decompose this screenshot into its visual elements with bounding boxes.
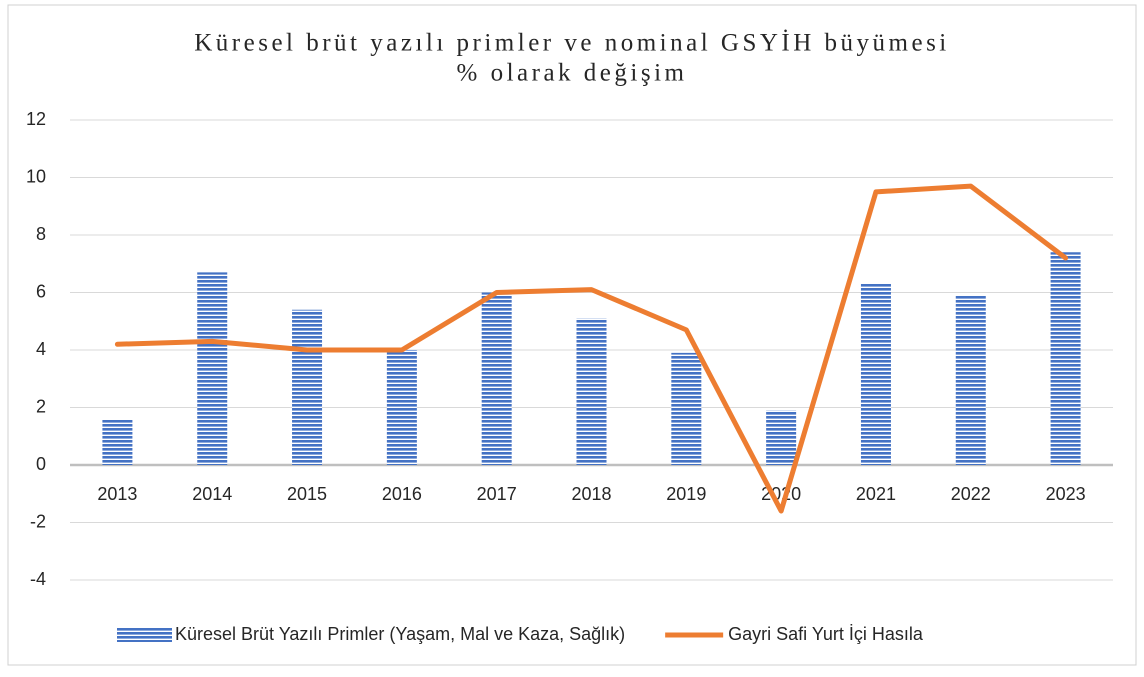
- y-tick-label: -2: [30, 511, 46, 531]
- bar: [860, 283, 891, 465]
- legend-swatch: [117, 628, 172, 642]
- y-tick-label: 6: [36, 281, 46, 301]
- bar: [386, 350, 417, 465]
- x-tick-label: 2015: [287, 484, 327, 504]
- x-tick-label: 2022: [951, 484, 991, 504]
- y-tick-label: 2: [36, 396, 46, 416]
- y-tick-label: 10: [26, 166, 46, 186]
- bar: [292, 309, 323, 465]
- bar: [955, 295, 986, 465]
- y-tick-label: 4: [36, 339, 46, 359]
- chart-title: Küresel brüt yazılı primler ve nominal G…: [194, 30, 950, 57]
- bar: [481, 292, 512, 465]
- y-tick-label: 8: [36, 224, 46, 244]
- bar: [197, 272, 228, 465]
- y-tick-label: 12: [26, 109, 46, 129]
- x-tick-label: 2013: [97, 484, 137, 504]
- chart-border: [7, 4, 1137, 666]
- x-tick-label: 2014: [192, 484, 232, 504]
- y-tick-label: 0: [36, 454, 46, 474]
- x-tick-label: 2018: [571, 484, 611, 504]
- chart-subtitle: % olarak değişim: [457, 60, 688, 87]
- bar: [576, 318, 607, 465]
- x-tick-label: 2017: [477, 484, 517, 504]
- legend-label: Gayri Safi Yurt İçi Hasıla: [728, 624, 924, 644]
- bar: [766, 410, 797, 465]
- y-tick-label: -4: [30, 569, 46, 589]
- line-series: [114, 183, 1069, 514]
- bar: [1050, 252, 1081, 465]
- x-tick-label: 2023: [1046, 484, 1086, 504]
- x-tick-label: 2021: [856, 484, 896, 504]
- bar: [102, 419, 133, 465]
- x-tick-label: 2016: [382, 484, 422, 504]
- x-tick-label: 2019: [666, 484, 706, 504]
- bar: [671, 352, 702, 465]
- legend-label: Küresel Brüt Yazılı Primler (Yaşam, Mal …: [175, 624, 625, 644]
